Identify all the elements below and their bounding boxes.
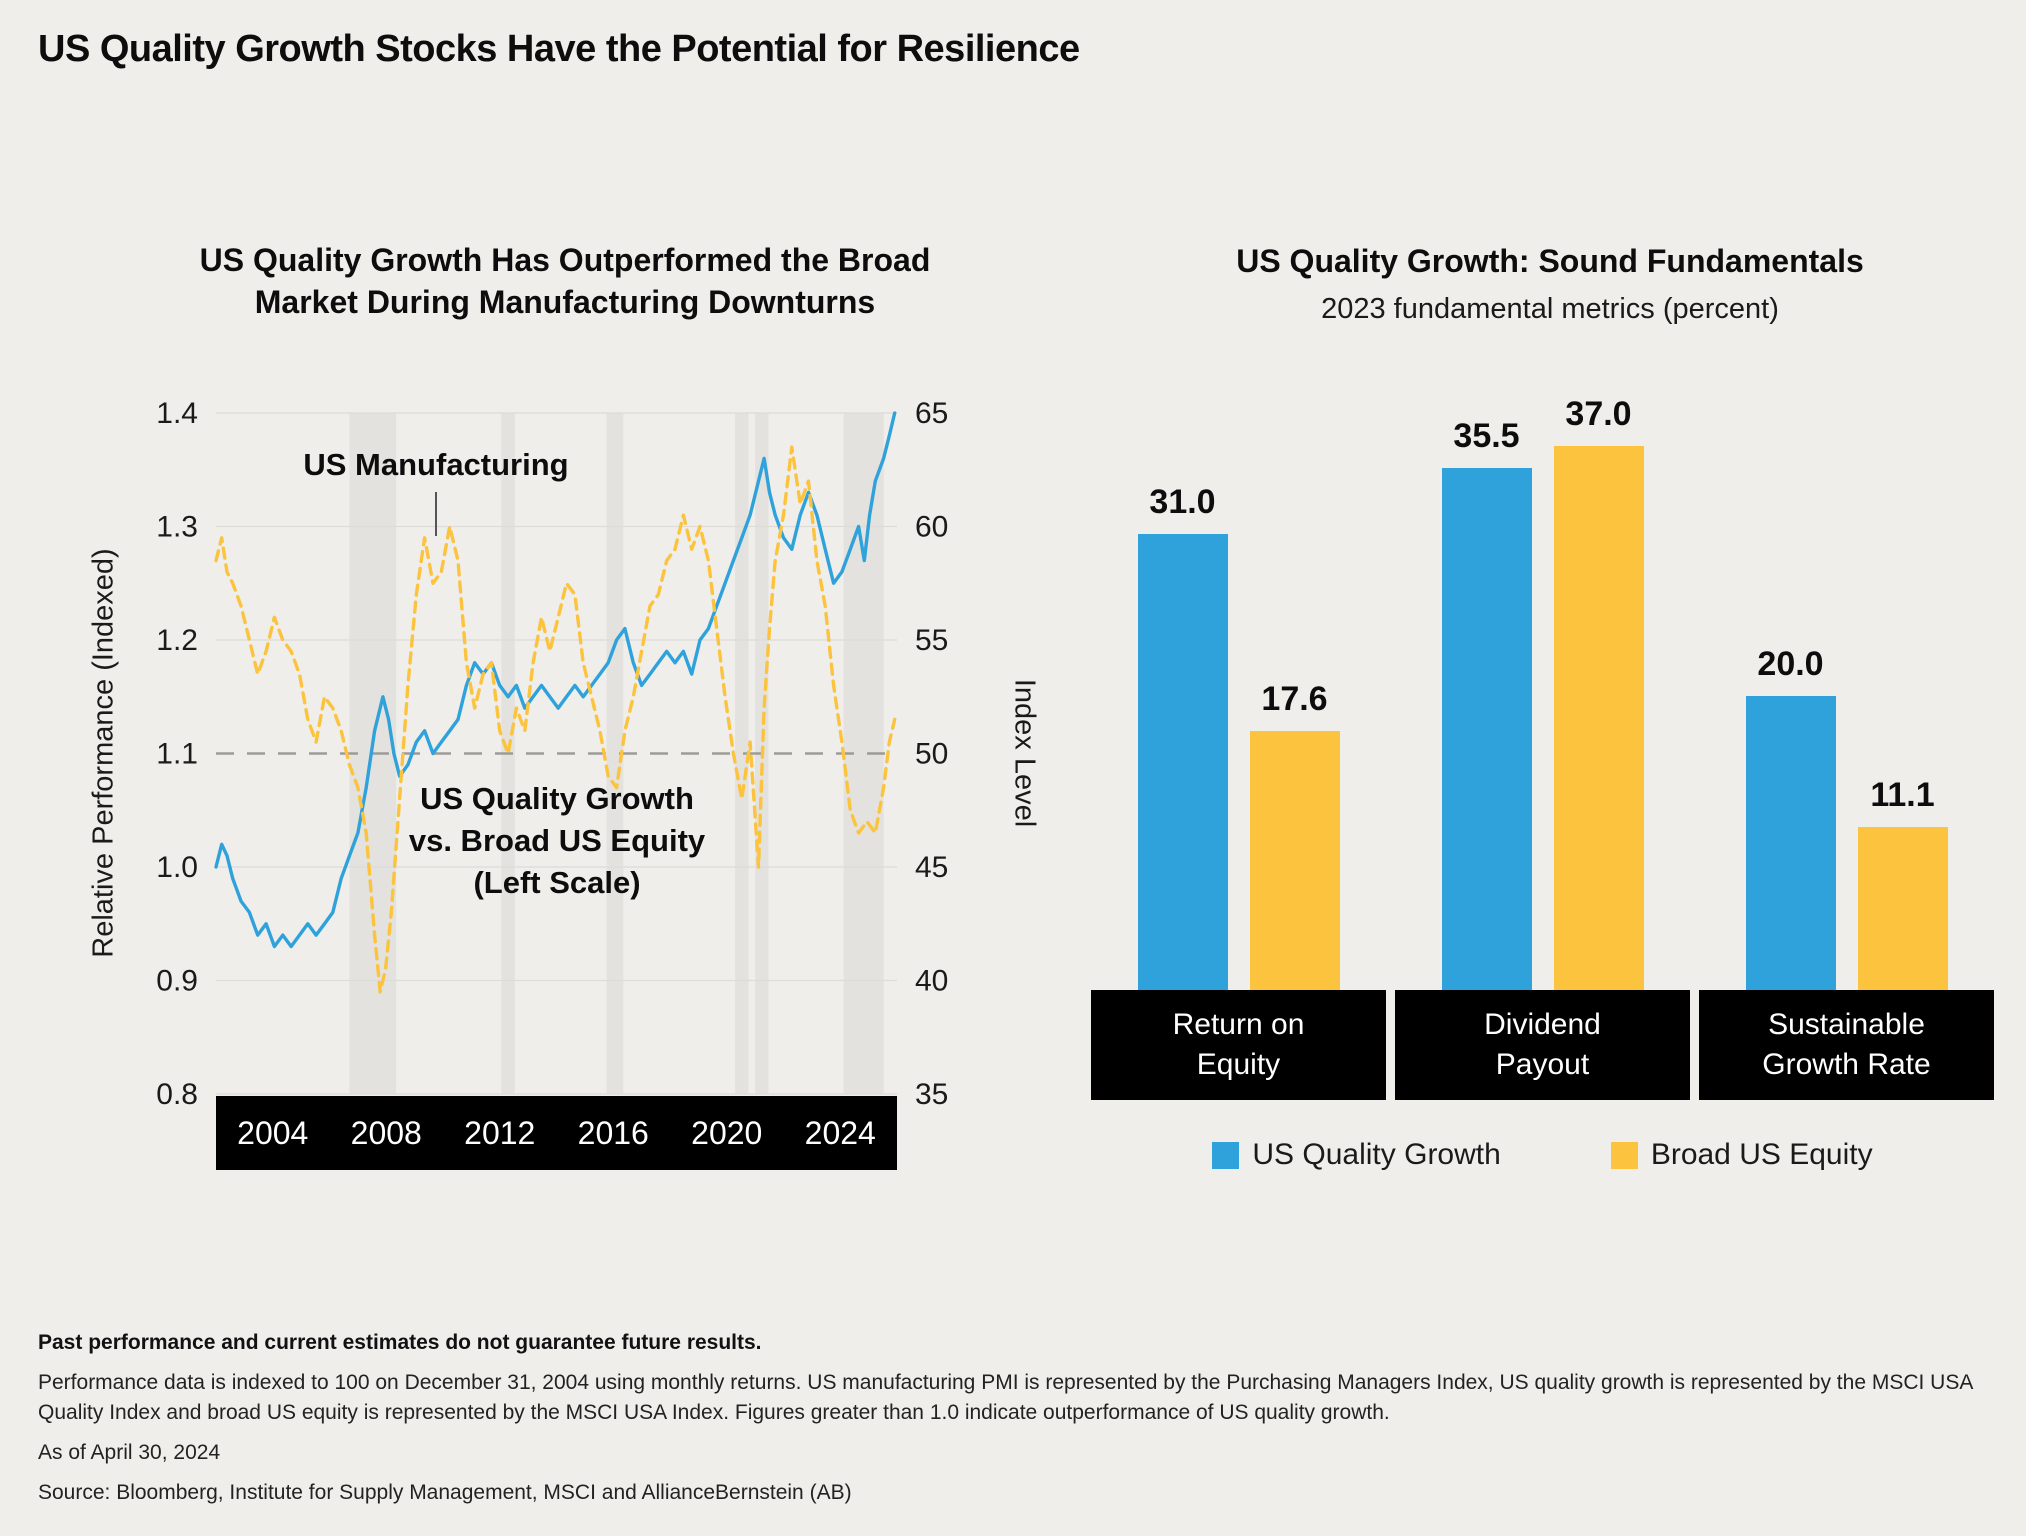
x-axis-year-label: 2008	[350, 1114, 422, 1151]
annotation-us-manufacturing: US Manufacturing	[303, 447, 569, 482]
line-plot-canvas: 1.4 1.3 1.2 1.1 1.0 0.9 0.8 65 60 55 50 45 40 35	[156, 400, 948, 1110]
bar-value-broad-us-equity-return-on-equity: 17.6	[1261, 680, 1328, 718]
bar-value-us-quality-growth-sustainable-growth-rate: 20.0	[1757, 645, 1824, 683]
footnote-as-of: As of April 30, 2024	[38, 1440, 221, 1464]
x-axis-year-label: 2020	[691, 1114, 763, 1151]
category-label-sustainable-growth-rate: Sustainable Growth Rate	[1699, 990, 1994, 1100]
x-axis-year-label: 2024	[804, 1114, 876, 1151]
x-axis-year-label: 2016	[577, 1114, 649, 1151]
bar-value-broad-us-equity-sustainable-growth-rate: 11.1	[1870, 776, 1935, 814]
legend-label-broad-us-equity: Broad US Equity	[1650, 1138, 1873, 1171]
bar-broad-us-equity-dividend-payout	[1553, 446, 1644, 990]
right-axis-tick-label: 45	[915, 851, 948, 884]
legend-label-us-quality-growth: US Quality Growth	[1252, 1138, 1501, 1171]
bar-us-quality-growth-return-on-equity	[1137, 534, 1228, 990]
downturn-band	[735, 413, 749, 1094]
annotation-quality-growth: US Quality Growth vs. Broad US Equity (L…	[408, 781, 706, 900]
footnotes: Past performance and current estimates d…	[38, 1328, 1993, 1517]
left-axis-tick-label: 1.2	[156, 624, 198, 657]
right-axis-tick-label: 35	[915, 1078, 948, 1110]
right-axis-tick-label: 55	[915, 624, 948, 657]
page-title: US Quality Growth Stocks Have the Potent…	[38, 28, 1080, 70]
bar-broad-us-equity-return-on-equity	[1249, 731, 1340, 990]
line-chart-title: US Quality Growth Has Outperformed the B…	[199, 242, 931, 320]
bar-chart-subtitle: 2023 fundamental metrics (percent)	[1321, 293, 1779, 325]
footnote-disclaimer: Past performance and current estimates d…	[38, 1331, 762, 1354]
bar-category-labels: Return on Equity Dividend Payout Sustainab…	[1091, 990, 1994, 1100]
right-axis-tick-label: 65	[915, 400, 948, 430]
x-axis-band: 2004 2008 2012 2016 2020 2024	[216, 1096, 897, 1170]
footnote-source: Source: Bloomberg, Institute for Supply …	[38, 1480, 852, 1504]
left-axis-tick-label: 1.3	[156, 511, 198, 544]
bar-us-quality-growth-dividend-payout	[1441, 468, 1532, 990]
legend-item-us-quality-growth: US Quality Growth	[1212, 1138, 1501, 1172]
legend-swatch-us-quality-growth	[1212, 1141, 1240, 1169]
series-line-us-quality-growth-relative	[214, 411, 897, 949]
bar-us-quality-growth-sustainable-growth-rate	[1745, 696, 1836, 990]
footnote-methodology: Performance data is indexed to 100 on De…	[38, 1370, 1973, 1425]
left-axis-tick-label: 0.8	[156, 1078, 198, 1110]
category-label-dividend-payout: Dividend Payout	[1395, 990, 1690, 1100]
right-axis-tick-label: 50	[915, 738, 948, 771]
x-axis-year-label: 2004	[237, 1114, 309, 1151]
left-axis-tick-label: 1.4	[156, 400, 198, 430]
downturn-band	[606, 413, 624, 1094]
category-label-return-on-equity: Return on Equity	[1091, 990, 1386, 1100]
legend: US Quality Growth Broad US Equity	[1091, 1138, 1994, 1172]
legend-item-broad-us-equity: Broad US Equity	[1610, 1138, 1873, 1172]
right-axis-tick-label: 40	[915, 965, 948, 998]
x-axis-year-label: 2012	[464, 1114, 536, 1151]
left-axis-tick-label: 1.0	[156, 851, 198, 884]
bar-value-us-quality-growth-return-on-equity: 31.0	[1149, 483, 1216, 521]
bar-broad-us-equity-sustainable-growth-rate	[1857, 827, 1948, 990]
right-axis-tick-label: 60	[915, 511, 948, 544]
left-axis-tick-label: 1.1	[156, 738, 198, 771]
bar-chart-title: US Quality Growth: Sound Fundamentals	[1236, 243, 1864, 279]
bar-value-broad-us-equity-dividend-payout: 37.0	[1565, 395, 1632, 433]
left-axis-title: Relative Performance (Indexed)	[87, 548, 120, 958]
legend-swatch-broad-us-equity	[1610, 1141, 1638, 1169]
bar-chart-area: 31.0 17.6 35.5 37.0 20.0 11.1	[1091, 380, 1994, 990]
bar-value-us-quality-growth-dividend-payout: 35.5	[1453, 417, 1520, 455]
left-axis-tick-label: 0.9	[156, 965, 198, 998]
series-line-us-manufacturing-pmi	[214, 445, 897, 994]
